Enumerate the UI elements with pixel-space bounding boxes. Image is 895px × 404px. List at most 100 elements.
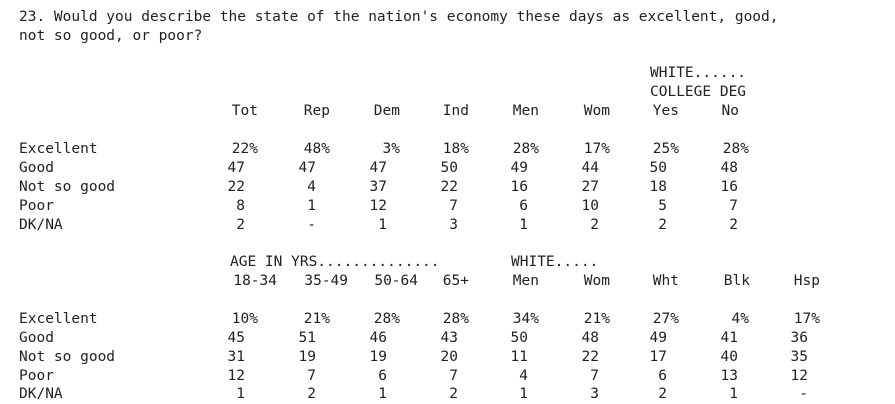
- table1-cell: 18: [649, 179, 667, 195]
- table2-cell: 22: [581, 349, 599, 365]
- table1-cell: 2: [729, 217, 738, 233]
- table2-cell: 28%: [373, 311, 400, 327]
- table1-cell: 2: [658, 217, 667, 233]
- table1-cell: 6: [519, 198, 528, 214]
- table2-cell: 4%: [731, 311, 749, 327]
- table2-cell: 3: [590, 386, 599, 402]
- table1-cell: 1: [307, 198, 316, 214]
- question-line-1: 23. Would you describe the state of the …: [19, 9, 779, 25]
- table1-cell: 12: [369, 198, 387, 214]
- table2-cell: 2: [307, 386, 316, 402]
- white-group-header: WHITE.....: [511, 254, 599, 270]
- table2-cell: 31: [227, 349, 245, 365]
- table2-cell: 2: [449, 386, 458, 402]
- table2-cell: 48: [581, 330, 599, 346]
- table1-cell: 47: [227, 160, 245, 176]
- table2-row-label: Poor: [19, 368, 54, 384]
- table2-row-label: DK/NA: [19, 386, 63, 402]
- table2-cell: 11: [510, 349, 528, 365]
- table2-col-header: Men: [512, 273, 539, 289]
- table1-cell: 44: [581, 160, 599, 176]
- table2-cell: 45: [227, 330, 245, 346]
- table1-cell: 16: [510, 179, 528, 195]
- table2-cell: 1: [236, 386, 245, 402]
- table1-cell: 47: [369, 160, 387, 176]
- table2-cell: 7: [590, 368, 599, 384]
- table2-col-header: Wom: [583, 273, 610, 289]
- table2-cell: 19: [369, 349, 387, 365]
- table1-cell: 22%: [231, 141, 258, 157]
- table2-cell: 6: [658, 368, 667, 384]
- table1-row-label: Poor: [19, 198, 54, 214]
- table2-cell: 35: [790, 349, 808, 365]
- table2-cell: 10%: [231, 311, 258, 327]
- table1-col-header: Dem: [373, 103, 400, 119]
- table1-cell: 10: [581, 198, 599, 214]
- table1-cell: 47: [298, 160, 316, 176]
- table1-cell: 25%: [652, 141, 679, 157]
- table2-cell: 19: [298, 349, 316, 365]
- table1-cell: 16: [720, 179, 738, 195]
- white-college-header: WHITE......: [650, 65, 747, 81]
- table2-row-label: Excellent: [19, 311, 98, 327]
- table1-col-header: Wom: [583, 103, 610, 119]
- table2-col-header: 65+: [442, 273, 469, 289]
- table2-cell: 46: [369, 330, 387, 346]
- question-line-2: not so good, or poor?: [19, 28, 203, 44]
- table2-cell: 34%: [512, 311, 539, 327]
- table2-cell: 27%: [652, 311, 679, 327]
- table2-cell: 13: [720, 368, 738, 384]
- table1-row-label: Good: [19, 160, 54, 176]
- table2-cell: 50: [510, 330, 528, 346]
- table1-col-header: Ind: [442, 103, 469, 119]
- table1-cell: 4: [307, 179, 316, 195]
- table2-col-header: Blk: [723, 273, 750, 289]
- table1-cell: 18%: [442, 141, 469, 157]
- age-group-header: AGE IN YRS..............: [230, 254, 440, 270]
- table1-cell: 8: [236, 198, 245, 214]
- table2-cell: 40: [720, 349, 738, 365]
- table2-cell: 1: [378, 386, 387, 402]
- table2-cell: 43: [440, 330, 458, 346]
- table2-col-header: 18-34: [233, 273, 277, 289]
- table2-cell: 12: [227, 368, 245, 384]
- table1-cell: 28%: [722, 141, 749, 157]
- table1-cell: 48%: [303, 141, 330, 157]
- table1-cell: 1: [378, 217, 387, 233]
- table2-cell: 51: [298, 330, 316, 346]
- table1-cell: 7: [729, 198, 738, 214]
- table2-cell: 36: [790, 330, 808, 346]
- table2-cell: 28%: [442, 311, 469, 327]
- table2-cell: 17%: [793, 311, 820, 327]
- table1-cell: 50: [440, 160, 458, 176]
- table2-col-header: Hsp: [793, 273, 820, 289]
- table1-cell: 22: [440, 179, 458, 195]
- table1-cell: 49: [510, 160, 528, 176]
- table1-cell: 22: [227, 179, 245, 195]
- table2-cell: 17: [649, 349, 667, 365]
- table2-cell: 12: [790, 368, 808, 384]
- table1-col-header: Rep: [303, 103, 330, 119]
- table2-cell: 7: [307, 368, 316, 384]
- table2-col-header: Wht: [652, 273, 679, 289]
- table2-cell: 7: [449, 368, 458, 384]
- table2-cell: 1: [519, 386, 528, 402]
- table2-cell: 1: [729, 386, 738, 402]
- table1-cell: -: [307, 217, 316, 233]
- table1-cell: 37: [369, 179, 387, 195]
- table1-cell: 1: [519, 217, 528, 233]
- table2-cell: 41: [720, 330, 738, 346]
- table2-row-label: Good: [19, 330, 54, 346]
- table1-cell: 5: [658, 198, 667, 214]
- table1-cell: 27: [581, 179, 599, 195]
- table2-cell: 4: [519, 368, 528, 384]
- table2-cell: 6: [378, 368, 387, 384]
- table1-cell: 17%: [583, 141, 610, 157]
- table2-cell: 21%: [303, 311, 330, 327]
- table2-cell: -: [799, 386, 808, 402]
- table2-cell: 2: [658, 386, 667, 402]
- table2-col-header: 50-64: [374, 273, 418, 289]
- table1-cell: 7: [449, 198, 458, 214]
- table1-col-header: Men: [512, 103, 539, 119]
- table1-row-label: DK/NA: [19, 217, 63, 233]
